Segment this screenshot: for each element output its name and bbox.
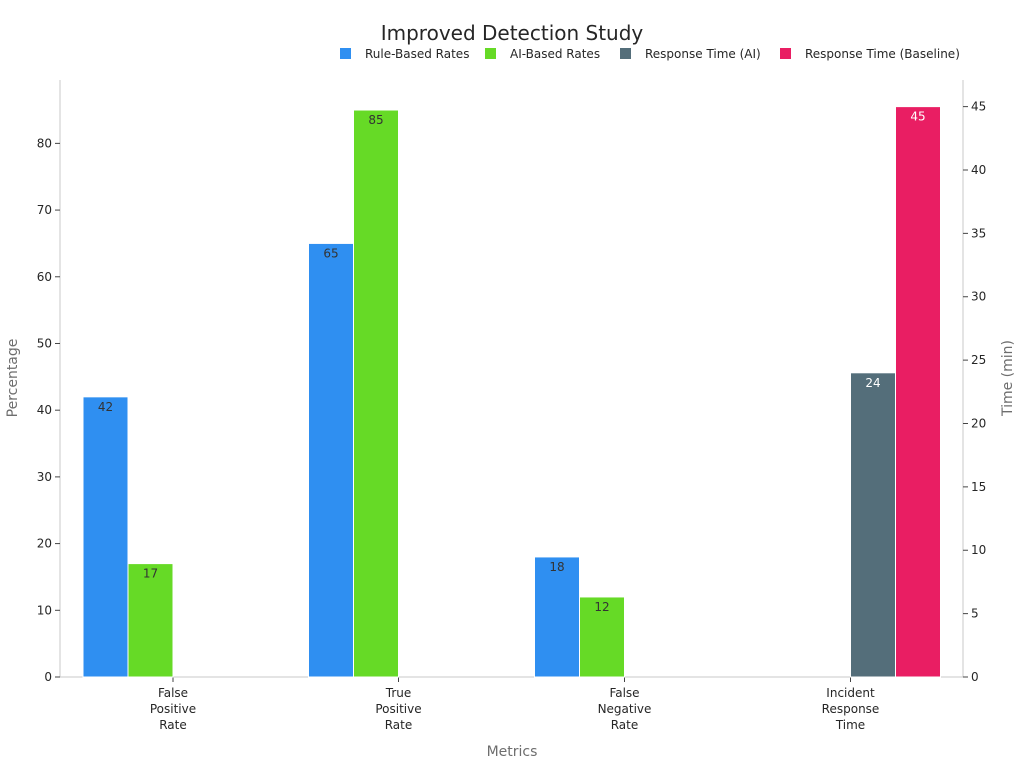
data-label-2-3: 24	[865, 376, 880, 390]
legend-swatch-3	[780, 48, 791, 59]
y2-axis-label: Time (min)	[1000, 340, 1016, 417]
data-label-0-2: 18	[549, 560, 564, 574]
legend-label-0: Rule-Based Rates	[365, 47, 469, 61]
legend: Rule-Based Rates AI-Based Rates Response T…	[340, 47, 960, 61]
y-tick-label-1: 10	[37, 603, 52, 617]
x-axis-label: Metrics	[487, 744, 538, 760]
y2-tick-label-1: 5	[971, 607, 979, 621]
bar-2-3	[850, 372, 896, 678]
bar-0-0	[82, 396, 129, 678]
bars	[82, 106, 941, 678]
y2-tick-label-8: 40	[971, 163, 986, 177]
bar-0-1	[308, 242, 354, 678]
data-label-1-1: 85	[368, 113, 383, 127]
legend-swatch-1	[485, 48, 496, 59]
legend-label-1: AI-Based Rates	[510, 47, 600, 61]
axes: 0 10 20 30 40 50 60 70 80 0 5 10 15 20 25 30 35 40 45 False…	[37, 80, 986, 732]
legend-label-2: Response Time (AI)	[645, 47, 761, 61]
chart-title: Improved Detection Study	[381, 21, 644, 45]
data-label-1-0: 17	[143, 567, 158, 581]
y-axis-label: Percentage	[5, 339, 21, 418]
y2-tick-label-3: 15	[971, 480, 986, 494]
bar-1-0	[127, 563, 174, 678]
y2-tick-label-4: 20	[971, 416, 986, 430]
bar-0-2	[534, 556, 580, 678]
y2-tick-label-2: 10	[971, 543, 986, 557]
y-tick-label-4: 40	[37, 403, 52, 417]
legend-label-3: Response Time (Baseline)	[805, 47, 960, 61]
y2-tick-label-6: 30	[971, 290, 986, 304]
y-tick-label-8: 80	[37, 136, 52, 150]
bar-3-3	[895, 106, 941, 678]
x-tick-label-1: True Positive Rate	[375, 686, 421, 732]
data-label-0-0: 42	[98, 400, 113, 414]
legend-swatch-2	[620, 48, 631, 59]
y2-tick-label-5: 25	[971, 353, 986, 367]
data-label-3-3: 45	[910, 110, 925, 124]
data-label-1-2: 12	[594, 600, 609, 614]
x-tick-label-3: Incident Response Time	[822, 686, 880, 732]
y-tick-label-5: 50	[37, 336, 52, 350]
y-tick-label-6: 60	[37, 270, 52, 284]
y2-tick-label-0: 0	[971, 670, 979, 684]
x-tick-label-0: False Positive Rate	[150, 686, 196, 732]
bar-1-2	[579, 596, 625, 678]
legend-swatch-0	[340, 48, 351, 59]
y2-tick-label-9: 45	[971, 100, 986, 114]
x-tick-label-2: False Negative Rate	[598, 686, 652, 732]
data-labels: 42 65 18 17 85 12 24 45	[98, 110, 926, 614]
y-tick-label-3: 30	[37, 470, 52, 484]
y2-tick-label-7: 35	[971, 226, 986, 240]
y-tick-label-7: 70	[37, 203, 52, 217]
data-label-0-1: 65	[323, 246, 338, 260]
y-tick-label-0: 0	[44, 670, 52, 684]
bar-1-1	[353, 109, 399, 678]
y-tick-label-2: 20	[37, 537, 52, 551]
